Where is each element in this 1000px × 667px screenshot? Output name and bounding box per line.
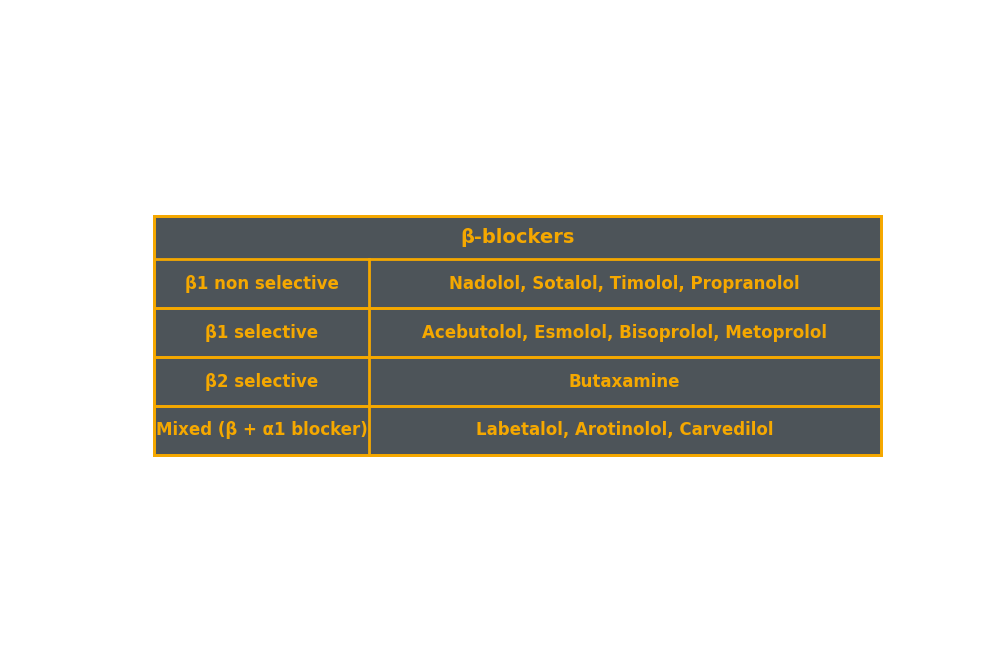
Text: β1 selective: β1 selective (205, 323, 318, 342)
Text: Butaxamine: Butaxamine (569, 373, 680, 390)
Text: Labetalol, Arotinolol, Carvedilol: Labetalol, Arotinolol, Carvedilol (476, 422, 773, 440)
Text: Acebutolol, Esmolol, Bisoprolol, Metoprolol: Acebutolol, Esmolol, Bisoprolol, Metopro… (422, 323, 827, 342)
Bar (154, 216, 881, 455)
Text: β1 non selective: β1 non selective (185, 275, 338, 293)
Text: Mixed (β + α1 blocker): Mixed (β + α1 blocker) (156, 422, 367, 440)
Text: Nadolol, Sotalol, Timolol, Propranolol: Nadolol, Sotalol, Timolol, Propranolol (449, 275, 800, 293)
Text: β-blockers: β-blockers (460, 228, 575, 247)
Text: β2 selective: β2 selective (205, 373, 318, 390)
